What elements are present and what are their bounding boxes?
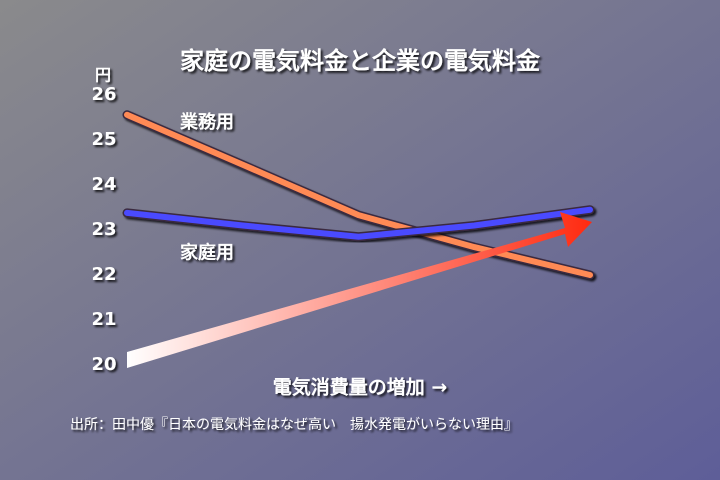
series-line — [124, 111, 593, 278]
y-tick-label: 21 — [91, 309, 116, 330]
y-tick-label: 24 — [91, 174, 116, 195]
y-axis-label: 円 — [95, 66, 111, 85]
grid: 20 21 22 23 24 25 26 — [91, 84, 596, 375]
series-line — [124, 206, 593, 240]
x-axis-label: 電気消費量の増加 → — [273, 376, 448, 399]
trend-arrow — [127, 212, 592, 368]
y-tick-label: 22 — [91, 264, 116, 285]
y-tick-label: 20 — [91, 354, 116, 375]
series-label: 業務用 — [179, 111, 234, 133]
series-label: 家庭用 — [180, 242, 234, 264]
source-note: 出所：田中優『日本の電気料金はなぜ高い 揚水発電がいらない理由』 — [70, 416, 518, 433]
y-tick-label: 26 — [91, 84, 116, 105]
y-tick-label: 25 — [91, 129, 116, 150]
chart-title: 家庭の電気料金と企業の電気料金 — [180, 47, 541, 75]
y-tick-label: 23 — [91, 219, 116, 240]
